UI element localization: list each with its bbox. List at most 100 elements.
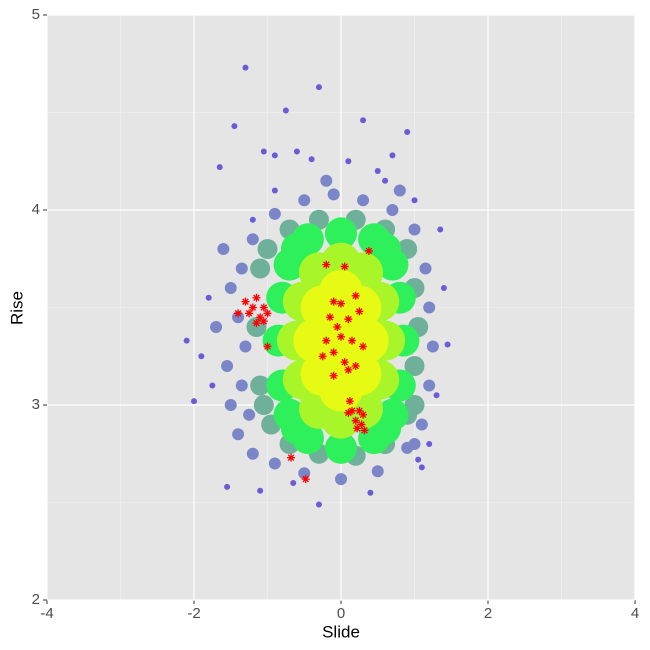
star-point [329, 371, 338, 380]
point [271, 187, 278, 194]
point [315, 501, 322, 508]
star-point [344, 408, 353, 417]
point [243, 408, 256, 421]
star-point [359, 342, 368, 351]
point [298, 467, 311, 480]
x-tick-label: -2 [187, 605, 200, 622]
point [389, 152, 396, 159]
point [298, 194, 311, 207]
point [308, 156, 315, 163]
y-axis-title: Rise [7, 291, 26, 325]
star-point [248, 303, 257, 312]
point [268, 457, 281, 470]
point [257, 487, 264, 494]
point [224, 282, 237, 294]
point [426, 340, 439, 353]
point [198, 353, 205, 360]
point [382, 177, 389, 184]
x-axis-title: Slide [322, 622, 360, 641]
point [253, 395, 274, 415]
star-point [287, 453, 296, 462]
point [315, 84, 322, 91]
point [224, 483, 231, 490]
star-point [325, 313, 334, 322]
point [260, 148, 267, 155]
point [415, 456, 422, 463]
point [293, 148, 300, 155]
point [327, 188, 340, 201]
point [232, 428, 245, 441]
point [280, 233, 313, 265]
y-tick-label: 5 [32, 6, 40, 23]
point [433, 392, 440, 399]
point [393, 184, 406, 197]
point [246, 447, 259, 460]
point [404, 395, 425, 415]
point [408, 223, 421, 236]
point [246, 233, 259, 246]
point [205, 294, 212, 301]
point [419, 262, 432, 275]
x-tick-label: 0 [337, 605, 345, 622]
point [367, 489, 374, 496]
star-point [245, 309, 254, 318]
star-point [345, 397, 354, 406]
point [404, 356, 425, 376]
star-point [259, 317, 268, 326]
point [271, 152, 278, 159]
point [444, 341, 451, 348]
point [320, 174, 333, 187]
star-point [241, 297, 250, 306]
point [374, 168, 381, 174]
point [423, 379, 436, 392]
star-point [355, 307, 364, 316]
point [249, 216, 256, 223]
point [418, 464, 425, 471]
star-point [340, 262, 349, 271]
point [250, 258, 271, 279]
point [408, 438, 421, 450]
point [437, 226, 444, 233]
star-point [337, 299, 345, 308]
point [371, 465, 384, 478]
point [345, 158, 352, 165]
point [221, 360, 234, 372]
star-point [364, 246, 373, 255]
star-point [322, 260, 331, 269]
star-point [329, 348, 338, 357]
star-point [360, 426, 369, 435]
point [210, 321, 223, 333]
star-point [333, 323, 342, 331]
x-tick-label: -4 [40, 605, 53, 622]
point [191, 398, 197, 405]
point [224, 399, 237, 411]
point [423, 301, 436, 314]
point [335, 473, 347, 486]
point [415, 418, 428, 431]
point [183, 337, 190, 344]
star-point [359, 410, 368, 419]
star-point [259, 303, 268, 312]
point [268, 207, 281, 220]
star-point [318, 352, 327, 361]
star-point [329, 297, 338, 306]
star-point [256, 313, 265, 322]
point [235, 262, 248, 275]
point [282, 107, 289, 114]
star-point [355, 406, 364, 415]
point [235, 379, 248, 392]
point [357, 194, 370, 207]
point [231, 123, 238, 130]
point [216, 164, 223, 171]
x-tick-label: 4 [631, 605, 639, 622]
star-point [357, 420, 366, 429]
star-point [348, 406, 357, 415]
star-point [351, 362, 360, 370]
x-tick-label: 2 [484, 605, 492, 622]
star-point [340, 358, 349, 367]
point [239, 340, 252, 353]
point [411, 197, 418, 204]
star-point [344, 365, 353, 374]
